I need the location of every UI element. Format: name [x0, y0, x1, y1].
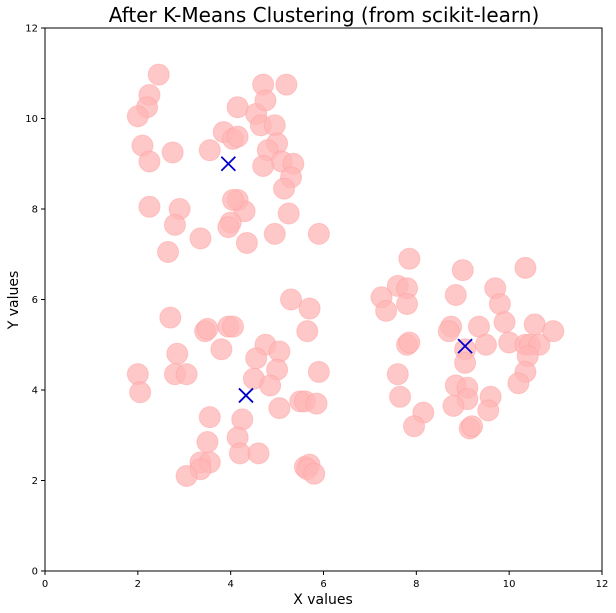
data-point — [386, 363, 409, 386]
data-point — [189, 227, 212, 250]
data-point — [303, 462, 326, 485]
data-point — [147, 63, 170, 86]
data-point — [389, 385, 412, 408]
data-point — [163, 213, 186, 236]
data-point — [398, 331, 421, 354]
x-axis-label: X values — [293, 592, 353, 608]
data-point — [221, 315, 244, 338]
data-point — [275, 73, 298, 96]
data-point — [198, 139, 221, 162]
y-tick-label: 0 — [32, 567, 38, 578]
data-point — [217, 216, 240, 239]
centroid-marker — [457, 338, 473, 354]
centroids-layer — [220, 156, 473, 404]
data-point — [280, 288, 303, 311]
y-tick-label: 2 — [32, 476, 38, 487]
data-point — [221, 188, 244, 211]
x-tick-label: 8 — [413, 579, 419, 590]
data-point — [268, 397, 291, 420]
data-point — [235, 231, 258, 254]
data-point — [488, 293, 511, 316]
data-point — [175, 363, 198, 386]
data-point — [210, 338, 233, 361]
centroid-marker — [238, 387, 254, 404]
data-point — [523, 313, 546, 336]
data-point — [398, 247, 421, 270]
data-point — [477, 399, 500, 422]
data-point — [507, 372, 530, 395]
data-point — [226, 96, 249, 119]
x-axis-ticks: 0 2 4 6 8 10 12 — [42, 571, 609, 590]
data-point — [226, 125, 249, 148]
data-point — [298, 297, 321, 320]
y-tick-label: 8 — [32, 205, 38, 216]
data-point — [166, 342, 189, 365]
data-point — [245, 347, 268, 370]
data-point — [514, 256, 537, 279]
x-tick-label: 12 — [596, 579, 609, 590]
x-tick-label: 10 — [503, 579, 516, 590]
data-point — [474, 333, 497, 356]
data-point — [451, 259, 474, 282]
data-point — [196, 317, 219, 340]
data-point — [138, 195, 161, 218]
data-point — [175, 464, 198, 487]
data-point — [454, 351, 477, 374]
data-point — [277, 202, 300, 225]
data-point — [305, 392, 328, 415]
data-point — [138, 150, 161, 173]
data-point — [231, 408, 254, 431]
data-point — [254, 89, 277, 112]
centroid-marker — [220, 156, 236, 172]
data-point — [542, 320, 565, 343]
data-point — [157, 240, 180, 263]
y-tick-label: 10 — [25, 114, 38, 125]
x-tick-label: 4 — [227, 579, 233, 590]
data-point — [375, 299, 398, 322]
chart-title: After K-Means Clustering (from scikit-le… — [109, 3, 540, 27]
data-point — [442, 394, 465, 417]
data-point — [263, 222, 286, 245]
data-point — [126, 105, 149, 128]
data-point — [247, 442, 270, 465]
data-point — [444, 283, 467, 306]
points-layer — [126, 63, 565, 487]
x-tick-label: 6 — [320, 579, 326, 590]
data-point — [437, 320, 460, 343]
data-point — [228, 442, 251, 465]
y-tick-label: 4 — [32, 386, 38, 397]
y-axis-label: Y values — [6, 271, 22, 331]
data-point — [273, 177, 296, 200]
data-point — [159, 306, 182, 329]
data-point — [198, 406, 221, 429]
data-point — [129, 381, 152, 404]
y-axis-ticks: 0 2 4 6 8 10 12 — [25, 24, 45, 578]
data-point — [493, 311, 516, 334]
data-point — [259, 374, 282, 397]
data-point — [307, 222, 330, 245]
y-tick-label: 6 — [32, 295, 38, 306]
data-point — [296, 320, 319, 343]
data-point — [161, 141, 184, 164]
data-point — [396, 293, 419, 316]
y-tick-label: 12 — [25, 24, 38, 35]
x-tick-label: 2 — [135, 579, 141, 590]
data-point — [307, 360, 330, 383]
plot-frame — [44, 27, 603, 572]
data-point — [196, 431, 219, 454]
data-point — [403, 415, 426, 438]
data-point — [252, 155, 275, 178]
data-point — [461, 415, 484, 438]
x-tick-label: 0 — [42, 579, 48, 590]
